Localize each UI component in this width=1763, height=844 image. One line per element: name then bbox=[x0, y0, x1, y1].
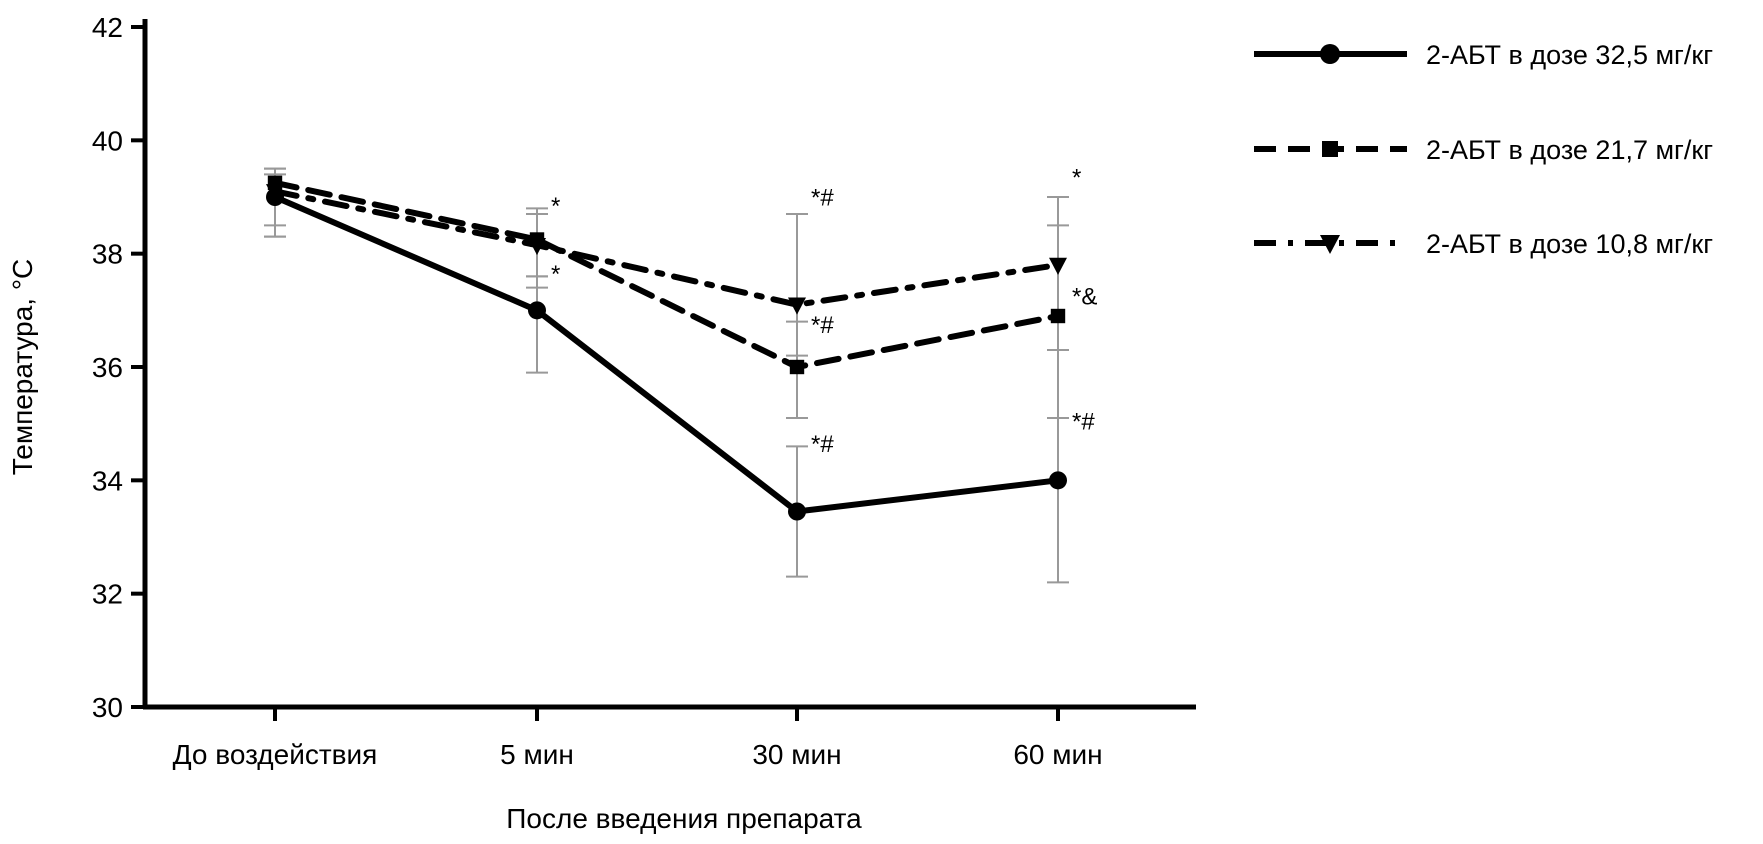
x-axis-title: После введения препарата bbox=[506, 803, 862, 834]
circle-marker bbox=[528, 301, 546, 320]
x-tick-label: До воздействия bbox=[173, 739, 378, 770]
series-line bbox=[272, 179, 1061, 371]
square-marker bbox=[789, 359, 805, 375]
triangle-marker bbox=[266, 184, 284, 202]
y-tick-label: 42 bbox=[92, 12, 123, 43]
series-line bbox=[272, 194, 1061, 515]
significance-annotation: * bbox=[1072, 165, 1081, 192]
y-axis-title: Температура, °C bbox=[7, 259, 38, 476]
legend-label: 2-АБТ в дозе 21,7 мг/кг bbox=[1426, 135, 1713, 165]
x-tick-label: 5 мин bbox=[500, 739, 574, 770]
significance-annotation: *# bbox=[811, 185, 834, 212]
x-tick-label: 60 мин bbox=[1013, 739, 1102, 770]
triangle-marker bbox=[788, 297, 806, 315]
significance-annotation: *# bbox=[1072, 408, 1095, 435]
square-marker bbox=[1050, 308, 1066, 324]
circle-marker bbox=[1049, 471, 1067, 490]
significance-annotation: *& bbox=[1072, 284, 1097, 311]
y-tick-label: 38 bbox=[92, 239, 123, 270]
circle-marker bbox=[1320, 44, 1340, 64]
series-line bbox=[272, 188, 1061, 308]
square-marker bbox=[1322, 141, 1338, 157]
y-tick-label: 32 bbox=[92, 579, 123, 610]
legend-entry: 2-АБТ в дозе 32,5 мг/кг bbox=[1254, 40, 1713, 70]
x-tick-label: 30 мин bbox=[752, 739, 841, 770]
significance-annotation: *# bbox=[811, 312, 834, 339]
significance-annotation: *# bbox=[811, 431, 834, 458]
legend-label: 2-АБТ в дозе 10,8 мг/кг bbox=[1426, 229, 1713, 259]
triangle-marker bbox=[1320, 235, 1340, 254]
circle-marker bbox=[788, 502, 806, 521]
legend-entry: 2-АБТ в дозе 10,8 мг/кг bbox=[1254, 229, 1713, 259]
triangle-marker bbox=[528, 237, 546, 256]
y-tick-label: 36 bbox=[92, 352, 123, 383]
significance-annotation: * bbox=[551, 261, 560, 288]
legend-label: 2-АБТ в дозе 32,5 мг/кг bbox=[1426, 40, 1713, 70]
y-tick-label: 34 bbox=[92, 465, 123, 496]
y-tick-label: 30 bbox=[92, 692, 123, 723]
y-tick-label: 40 bbox=[92, 125, 123, 156]
significance-annotation: * bbox=[551, 193, 560, 220]
legend-entry: 2-АБТ в дозе 21,7 мг/кг bbox=[1254, 135, 1713, 165]
triangle-marker bbox=[1049, 257, 1067, 275]
